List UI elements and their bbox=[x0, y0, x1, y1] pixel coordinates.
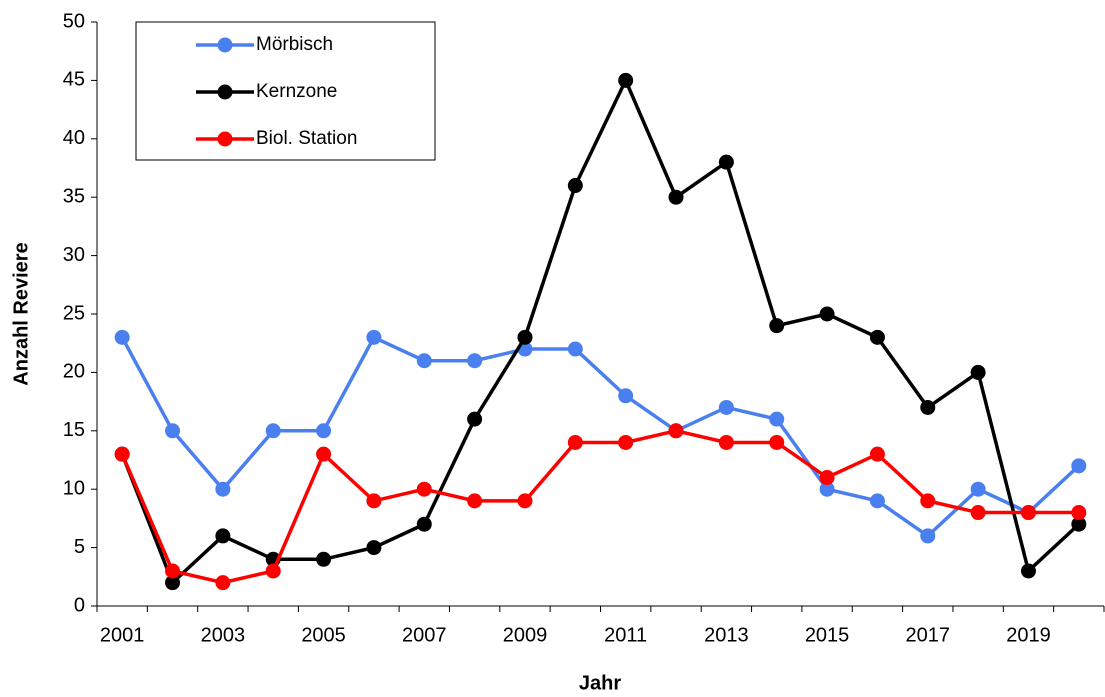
legend-label: Mörbisch bbox=[256, 34, 333, 55]
x-tick-label: 2013 bbox=[704, 624, 749, 646]
data-point bbox=[567, 434, 583, 450]
data-point bbox=[467, 353, 483, 369]
x-tick-label: 2011 bbox=[604, 624, 647, 646]
y-tick-label: 30 bbox=[63, 244, 85, 266]
data-point bbox=[165, 575, 181, 591]
y-tick-label: 20 bbox=[63, 361, 85, 383]
x-tick-label: 2003 bbox=[201, 624, 246, 646]
data-point bbox=[920, 493, 936, 509]
data-point bbox=[517, 329, 533, 345]
data-point bbox=[215, 575, 231, 591]
data-point bbox=[668, 189, 684, 205]
data-point bbox=[769, 434, 785, 450]
legend-label: Biol. Station bbox=[256, 128, 357, 149]
data-point bbox=[366, 493, 382, 509]
data-point bbox=[869, 493, 885, 509]
legend-marker bbox=[217, 37, 233, 53]
data-point bbox=[819, 306, 835, 322]
data-point bbox=[416, 353, 432, 369]
data-point bbox=[215, 528, 231, 544]
data-point bbox=[215, 481, 231, 497]
data-point bbox=[165, 563, 181, 579]
series-line bbox=[120, 76, 1081, 586]
x-tick-label: 2015 bbox=[805, 624, 850, 646]
y-tick-label: 40 bbox=[63, 127, 85, 149]
series-line bbox=[120, 335, 1081, 539]
data-point bbox=[416, 481, 432, 497]
data-point bbox=[718, 154, 734, 170]
data-point bbox=[970, 481, 986, 497]
data-point bbox=[1020, 563, 1036, 579]
data-point bbox=[920, 399, 936, 415]
data-point bbox=[316, 423, 332, 439]
data-point bbox=[316, 446, 332, 462]
data-point bbox=[618, 388, 634, 404]
data-point bbox=[467, 493, 483, 509]
data-point bbox=[366, 329, 382, 345]
data-point bbox=[467, 411, 483, 427]
data-point bbox=[1071, 516, 1087, 532]
legend-marker bbox=[217, 131, 233, 147]
y-tick-label: 15 bbox=[63, 419, 85, 441]
data-point bbox=[970, 505, 986, 521]
data-point bbox=[869, 329, 885, 345]
data-point bbox=[366, 540, 382, 556]
y-tick-label: 50 bbox=[63, 10, 85, 32]
data-point bbox=[1020, 505, 1036, 521]
x-tick-label: 2007 bbox=[402, 624, 447, 646]
data-point bbox=[416, 516, 432, 532]
y-tick-label: 35 bbox=[63, 185, 85, 207]
legend-label: Kernzone bbox=[256, 81, 337, 102]
x-axis-label: Jahr bbox=[579, 672, 621, 694]
data-point bbox=[114, 329, 130, 345]
data-point bbox=[769, 318, 785, 334]
x-tick-label: 2005 bbox=[301, 624, 346, 646]
y-tick-label: 45 bbox=[63, 69, 85, 91]
data-point bbox=[718, 399, 734, 415]
data-point bbox=[1071, 458, 1087, 474]
data-point bbox=[618, 72, 634, 88]
data-point bbox=[920, 528, 936, 544]
data-point bbox=[114, 446, 130, 462]
series-line bbox=[120, 429, 1079, 585]
data-point bbox=[718, 434, 734, 450]
y-tick-label: 5 bbox=[74, 536, 85, 558]
x-tick-label: 2009 bbox=[503, 624, 548, 646]
x-tick-label: 2019 bbox=[1006, 624, 1051, 646]
data-point bbox=[668, 423, 684, 439]
data-point bbox=[970, 364, 986, 380]
legend-box bbox=[135, 21, 436, 161]
y-tick-label: 10 bbox=[63, 477, 85, 499]
data-point bbox=[819, 470, 835, 486]
x-tick-label: 2017 bbox=[906, 624, 951, 646]
data-point bbox=[265, 563, 281, 579]
data-point bbox=[165, 423, 181, 439]
data-point bbox=[869, 446, 885, 462]
data-point bbox=[316, 551, 332, 567]
data-point bbox=[265, 423, 281, 439]
y-tick-label: 0 bbox=[74, 594, 85, 616]
legend-marker bbox=[217, 84, 233, 100]
data-point bbox=[517, 493, 533, 509]
x-tick-label: 2001 bbox=[100, 624, 145, 646]
data-point bbox=[567, 178, 583, 194]
data-point bbox=[819, 481, 835, 497]
data-point bbox=[769, 411, 785, 427]
data-point bbox=[1071, 505, 1087, 521]
y-tick-label: 25 bbox=[63, 302, 85, 324]
y-axis-label: Anzahl Reviere bbox=[10, 242, 32, 385]
data-point bbox=[567, 341, 583, 357]
data-point bbox=[618, 434, 634, 450]
